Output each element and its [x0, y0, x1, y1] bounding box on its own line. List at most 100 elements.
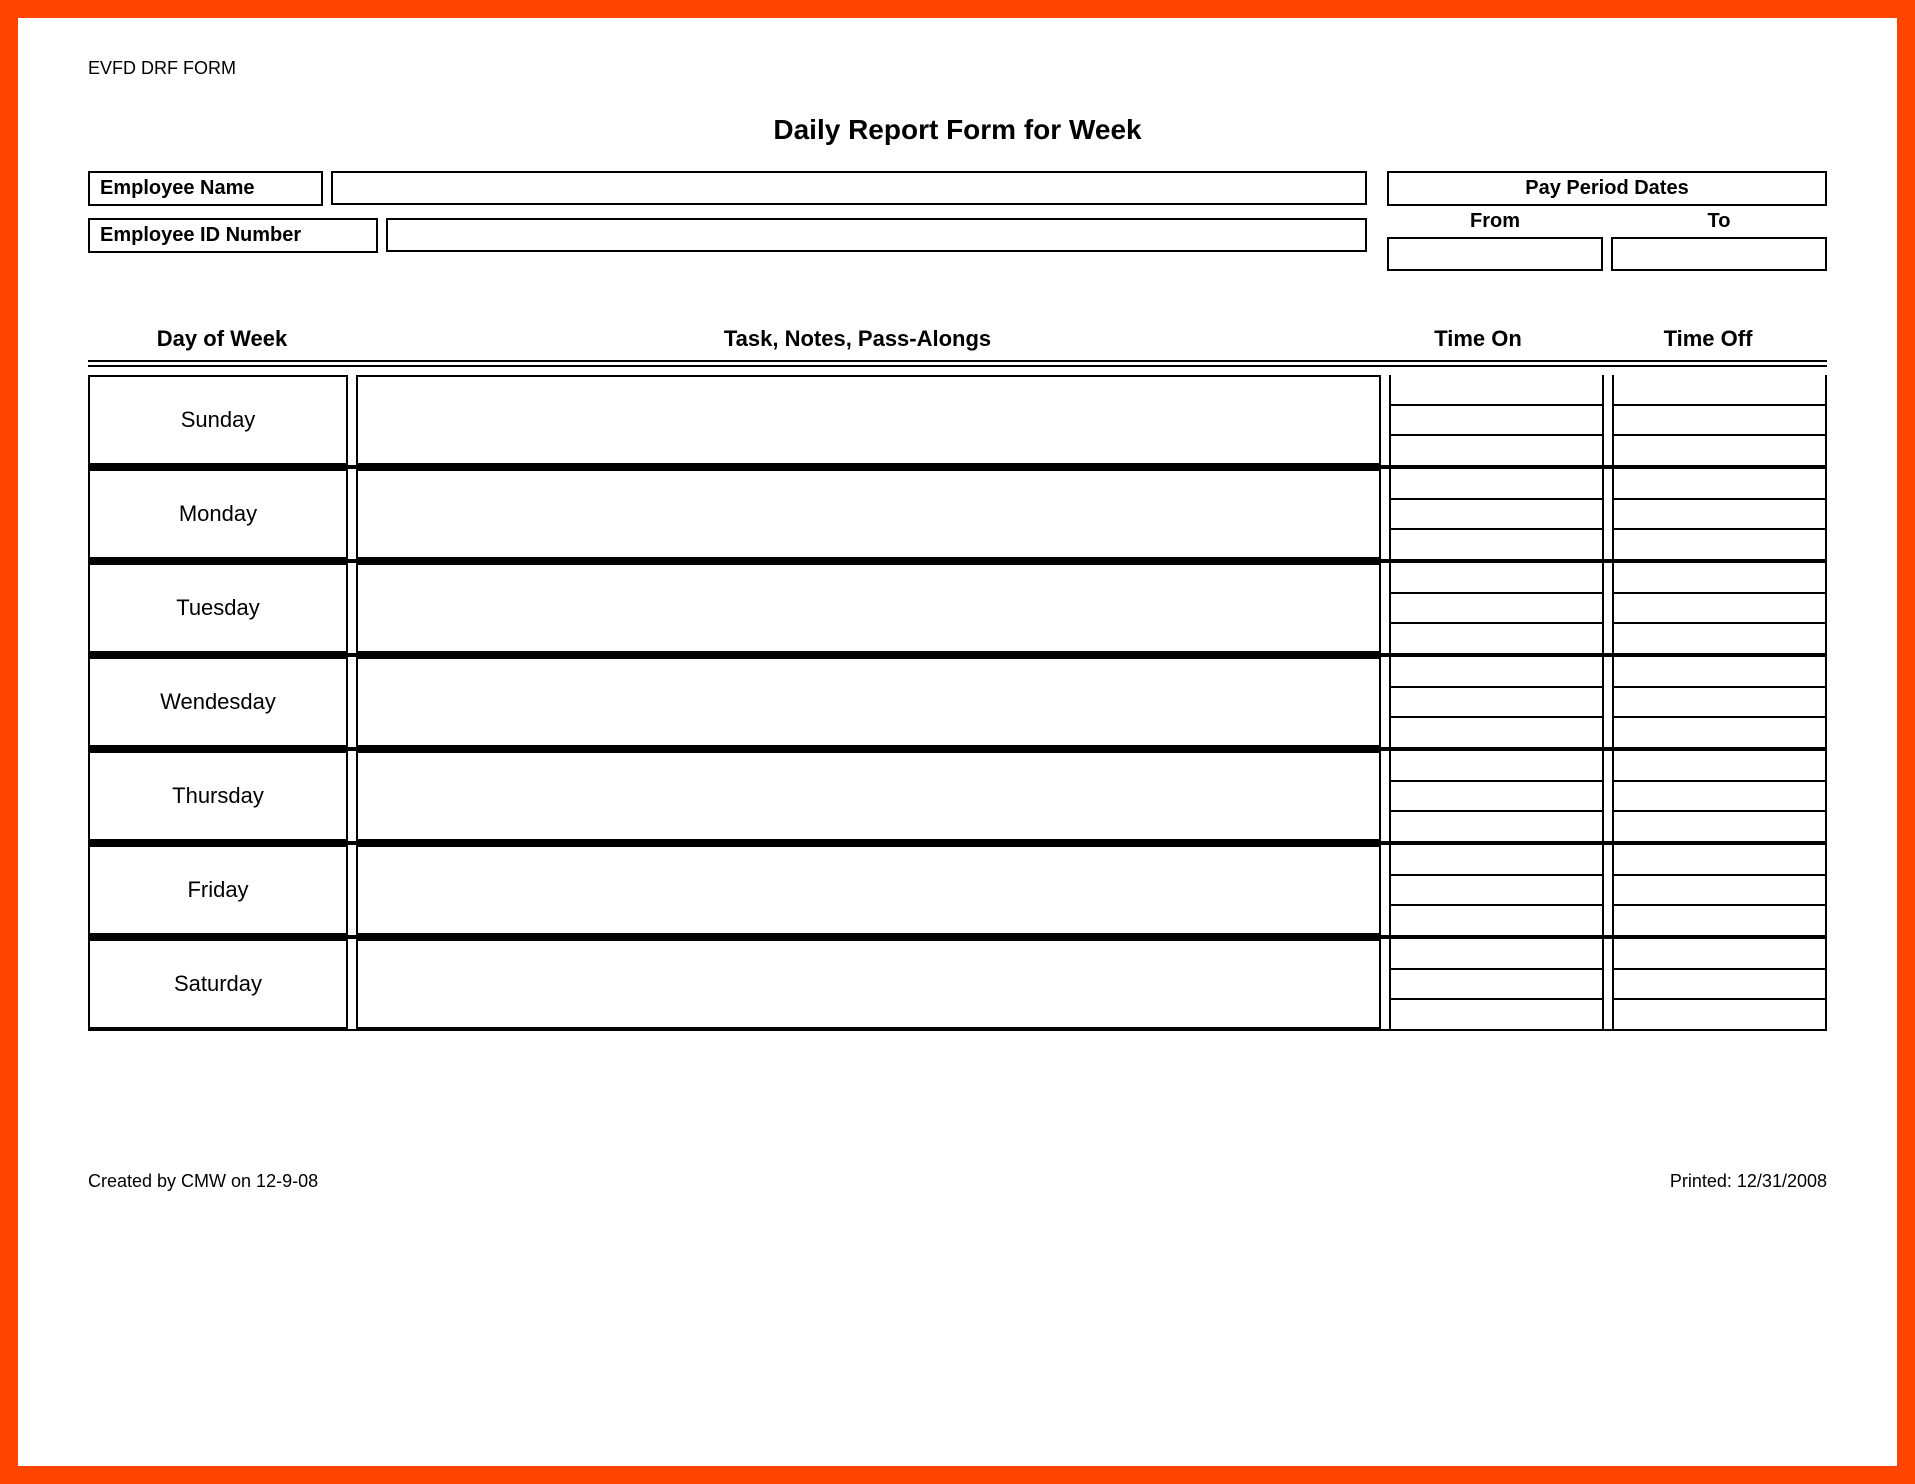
time-off-slot[interactable] [1614, 469, 1825, 500]
day-row: Sunday [88, 375, 1827, 465]
created-by: Created by CMW on 12-9-08 [88, 1171, 318, 1192]
employee-name-label: Employee Name [88, 171, 323, 206]
employee-name-input[interactable] [331, 171, 1367, 205]
to-input[interactable] [1611, 237, 1827, 271]
time-off-slot[interactable] [1614, 718, 1825, 747]
header-section: Employee Name Employee ID Number Pay Per… [88, 171, 1827, 271]
time-off-slot[interactable] [1614, 563, 1825, 594]
time-off-slot[interactable] [1614, 436, 1825, 465]
time-off-slot[interactable] [1614, 782, 1825, 813]
time-off-slot[interactable] [1614, 939, 1825, 970]
time-off-slot[interactable] [1614, 624, 1825, 653]
time-off-slot[interactable] [1614, 751, 1825, 782]
time-on-slot[interactable] [1391, 906, 1602, 935]
time-off-col [1612, 845, 1827, 935]
time-on-col [1389, 939, 1604, 1029]
task-cell[interactable] [356, 845, 1381, 935]
day-row: Tuesday [88, 563, 1827, 653]
day-name-cell: Friday [88, 845, 348, 935]
pay-to-col: To [1611, 208, 1827, 271]
col-header-time-off: Time Off [1593, 326, 1823, 352]
form-frame: EVFD DRF FORM Daily Report Form for Week… [0, 0, 1915, 1484]
time-off-col [1612, 375, 1827, 465]
time-off-slot[interactable] [1614, 906, 1825, 935]
time-on-slot[interactable] [1391, 845, 1602, 876]
task-cell[interactable] [356, 657, 1381, 747]
time-on-slot[interactable] [1391, 530, 1602, 559]
time-on-col [1389, 657, 1604, 747]
day-name-cell: Wendesday [88, 657, 348, 747]
time-on-slot[interactable] [1391, 500, 1602, 531]
time-on-slot[interactable] [1391, 812, 1602, 841]
day-name-cell: Thursday [88, 751, 348, 841]
form-title: Daily Report Form for Week [88, 114, 1827, 146]
from-input[interactable] [1387, 237, 1603, 271]
time-off-slot[interactable] [1614, 657, 1825, 688]
time-off-col [1612, 939, 1827, 1029]
time-off-slot[interactable] [1614, 500, 1825, 531]
time-off-slot[interactable] [1614, 530, 1825, 559]
time-on-slot[interactable] [1391, 594, 1602, 625]
day-row: Wendesday [88, 657, 1827, 747]
time-off-col [1612, 563, 1827, 653]
time-off-slot[interactable] [1614, 812, 1825, 841]
time-off-slot[interactable] [1614, 594, 1825, 625]
col-header-day: Day of Week [92, 326, 352, 352]
employee-id-label: Employee ID Number [88, 218, 378, 253]
days-table: SundayMondayTuesdayWendesdayThursdayFrid… [88, 375, 1827, 1031]
day-name-cell: Tuesday [88, 563, 348, 653]
employee-name-row: Employee Name [88, 171, 1367, 206]
pay-period-dates: From To [1387, 208, 1827, 271]
task-cell[interactable] [356, 469, 1381, 559]
time-off-col [1612, 469, 1827, 559]
to-label: To [1611, 208, 1827, 237]
day-row: Monday [88, 469, 1827, 559]
time-off-col [1612, 657, 1827, 747]
time-on-slot[interactable] [1391, 563, 1602, 594]
time-on-col [1389, 375, 1604, 465]
time-on-slot[interactable] [1391, 1000, 1602, 1029]
time-off-slot[interactable] [1614, 876, 1825, 907]
time-on-slot[interactable] [1391, 657, 1602, 688]
time-off-slot[interactable] [1614, 375, 1825, 406]
time-off-slot[interactable] [1614, 1000, 1825, 1029]
day-row: Saturday [88, 939, 1827, 1029]
time-on-col [1389, 563, 1604, 653]
day-row: Thursday [88, 751, 1827, 841]
pay-from-col: From [1387, 208, 1603, 271]
time-off-slot[interactable] [1614, 970, 1825, 1001]
time-off-slot[interactable] [1614, 688, 1825, 719]
time-on-slot[interactable] [1391, 751, 1602, 782]
time-on-slot[interactable] [1391, 436, 1602, 465]
col-header-time-on: Time On [1363, 326, 1593, 352]
time-on-slot[interactable] [1391, 782, 1602, 813]
time-off-slot[interactable] [1614, 845, 1825, 876]
time-on-slot[interactable] [1391, 939, 1602, 970]
time-on-slot[interactable] [1391, 406, 1602, 437]
employee-id-input[interactable] [386, 218, 1367, 252]
task-cell[interactable] [356, 751, 1381, 841]
time-on-slot[interactable] [1391, 688, 1602, 719]
task-cell[interactable] [356, 939, 1381, 1029]
time-on-slot[interactable] [1391, 876, 1602, 907]
task-cell[interactable] [356, 563, 1381, 653]
time-on-slot[interactable] [1391, 624, 1602, 653]
pay-period-section: Pay Period Dates From To [1387, 171, 1827, 271]
employee-fields: Employee Name Employee ID Number [88, 171, 1367, 271]
pay-period-title: Pay Period Dates [1387, 171, 1827, 206]
day-name-cell: Sunday [88, 375, 348, 465]
time-on-col [1389, 751, 1604, 841]
employee-id-row: Employee ID Number [88, 218, 1367, 253]
task-cell[interactable] [356, 375, 1381, 465]
time-off-slot[interactable] [1614, 406, 1825, 437]
col-header-task: Task, Notes, Pass-Alongs [352, 326, 1363, 352]
time-on-slot[interactable] [1391, 718, 1602, 747]
time-on-slot[interactable] [1391, 375, 1602, 406]
footer: Created by CMW on 12-9-08 Printed: 12/31… [88, 1171, 1827, 1192]
form-code: EVFD DRF FORM [88, 58, 1827, 79]
day-name-cell: Monday [88, 469, 348, 559]
day-name-cell: Saturday [88, 939, 348, 1029]
time-on-slot[interactable] [1391, 469, 1602, 500]
time-off-col [1612, 751, 1827, 841]
time-on-slot[interactable] [1391, 970, 1602, 1001]
